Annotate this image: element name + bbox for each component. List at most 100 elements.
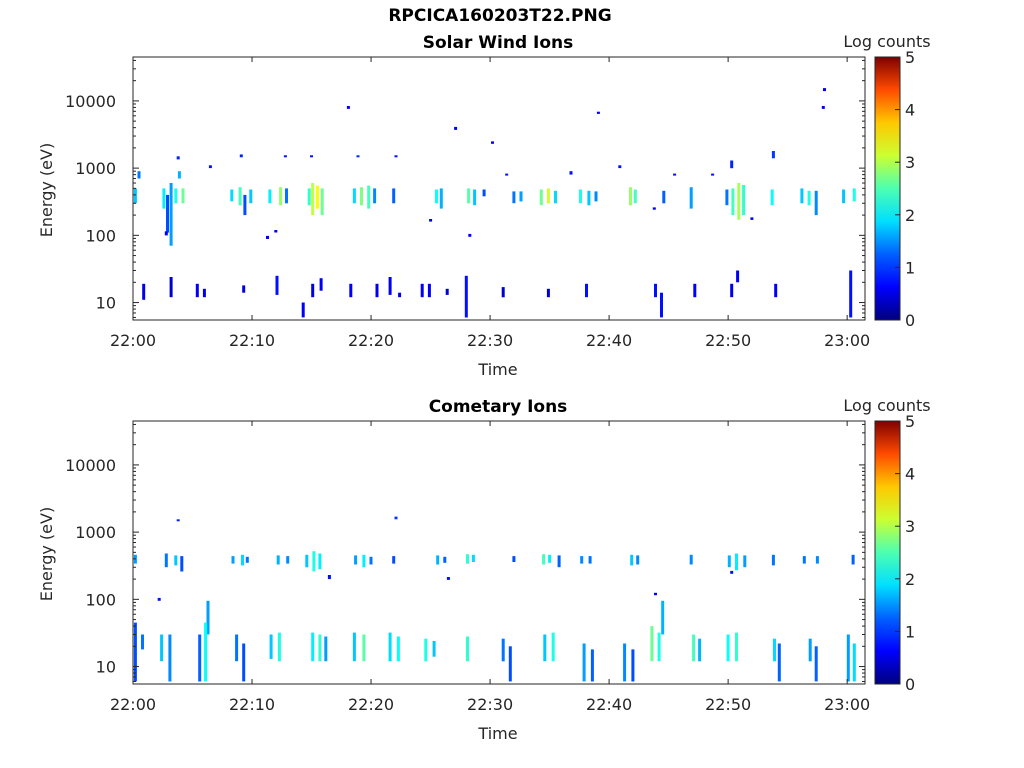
- data-cell: [269, 634, 273, 659]
- data-cell: [548, 554, 552, 563]
- data-cell: [301, 302, 305, 318]
- data-cell: [468, 233, 472, 237]
- data-cell: [473, 189, 477, 206]
- data-cell: [375, 283, 379, 298]
- data-cell: [352, 632, 356, 662]
- data-cell: [133, 188, 137, 204]
- data-cell: [443, 556, 447, 563]
- data-cell: [539, 189, 543, 206]
- data-cell: [424, 638, 428, 662]
- x-tick-label: 23:00: [824, 695, 870, 714]
- data-cell: [141, 634, 144, 650]
- data-cell: [821, 106, 825, 109]
- data-cell: [427, 283, 431, 298]
- data-cell: [471, 554, 475, 562]
- colorbar-tick-label: 2: [905, 570, 915, 589]
- data-cell: [846, 634, 850, 682]
- colorbar-tick-label: 0: [905, 675, 915, 694]
- data-cell: [623, 643, 627, 682]
- data-cell: [554, 190, 557, 204]
- data-cell: [501, 287, 505, 298]
- data-cell: [373, 188, 377, 204]
- data-cell: [512, 556, 516, 562]
- x-axis-label: Time: [477, 724, 517, 743]
- data-cell: [181, 188, 185, 204]
- data-cell: [692, 634, 696, 662]
- data-cell: [551, 632, 555, 662]
- data-cell: [814, 190, 818, 216]
- data-cell: [852, 643, 856, 682]
- data-cell: [319, 278, 323, 291]
- data-cell: [274, 230, 278, 233]
- data-cell: [630, 554, 634, 566]
- data-cell: [466, 554, 469, 564]
- data-cell: [166, 194, 169, 233]
- x-tick-label: 22:40: [586, 331, 632, 350]
- data-cell: [169, 183, 173, 246]
- x-tick-label: 22:50: [705, 331, 751, 350]
- data-cell: [446, 577, 450, 580]
- data-cell: [727, 555, 731, 568]
- data-cell: [142, 283, 146, 300]
- data-cell: [231, 556, 235, 564]
- data-cell: [311, 632, 315, 662]
- colorbar-tick-label: 4: [905, 465, 915, 484]
- data-cell: [318, 634, 322, 662]
- colorbar-tick-label: 1: [905, 258, 915, 277]
- data-cell: [392, 188, 396, 204]
- data-cell: [546, 188, 550, 204]
- data-cell: [354, 555, 358, 565]
- data-cell: [636, 555, 640, 565]
- data-cell: [245, 556, 249, 563]
- data-cell: [662, 190, 666, 204]
- data-cell: [439, 188, 443, 209]
- data-cell: [519, 191, 523, 202]
- data-cell: [542, 554, 546, 565]
- data-cell: [730, 283, 734, 298]
- data-cell: [673, 173, 677, 176]
- colorbar-tick-label: 3: [905, 153, 915, 172]
- data-cell: [362, 554, 366, 568]
- data-cell: [235, 634, 239, 662]
- data-cell: [587, 190, 591, 206]
- data-cell: [842, 189, 846, 204]
- data-cell: [445, 288, 449, 295]
- x-tick-label: 22:00: [110, 695, 156, 714]
- data-marks: [133, 516, 856, 682]
- data-cell: [698, 638, 702, 662]
- data-cell: [777, 643, 781, 682]
- data-cell: [543, 634, 547, 662]
- y-tick-label: 100: [85, 590, 116, 609]
- data-cell: [316, 185, 319, 209]
- data-cell: [279, 187, 283, 206]
- data-cell: [582, 643, 586, 682]
- data-cell: [773, 638, 776, 662]
- data-cell: [396, 636, 400, 662]
- data-cell: [569, 171, 573, 175]
- data-cell: [588, 556, 592, 564]
- data-cell: [654, 283, 657, 298]
- x-tick-label: 22:00: [110, 331, 156, 350]
- data-cell: [596, 111, 600, 114]
- data-cell: [466, 636, 469, 662]
- data-cell: [851, 554, 855, 565]
- data-cell: [585, 283, 588, 298]
- data-cell: [730, 160, 734, 169]
- data-cell: [157, 597, 161, 601]
- data-cell: [356, 155, 360, 158]
- data-cell: [654, 592, 657, 596]
- data-cell: [349, 283, 353, 298]
- data-cell: [501, 638, 505, 662]
- data-cell: [174, 188, 178, 204]
- data-cell: [743, 555, 747, 568]
- data-cell: [736, 270, 740, 283]
- data-cell: [774, 283, 778, 298]
- x-ticks: 22:00 22:10 22:20 22:30 22:40 22:50 23:00: [110, 421, 870, 714]
- data-cell: [137, 171, 141, 179]
- data-cell: [277, 632, 281, 662]
- solar-wind-panel: Solar Wind Ions 22:00 22:10 22:20 22:30 22:4…: [37, 32, 931, 379]
- data-cell: [388, 632, 392, 662]
- colorbar-ticks: 0 1 2 3 4 5: [895, 412, 915, 694]
- plot-area: [133, 421, 865, 684]
- x-tick-label: 22:50: [705, 695, 751, 714]
